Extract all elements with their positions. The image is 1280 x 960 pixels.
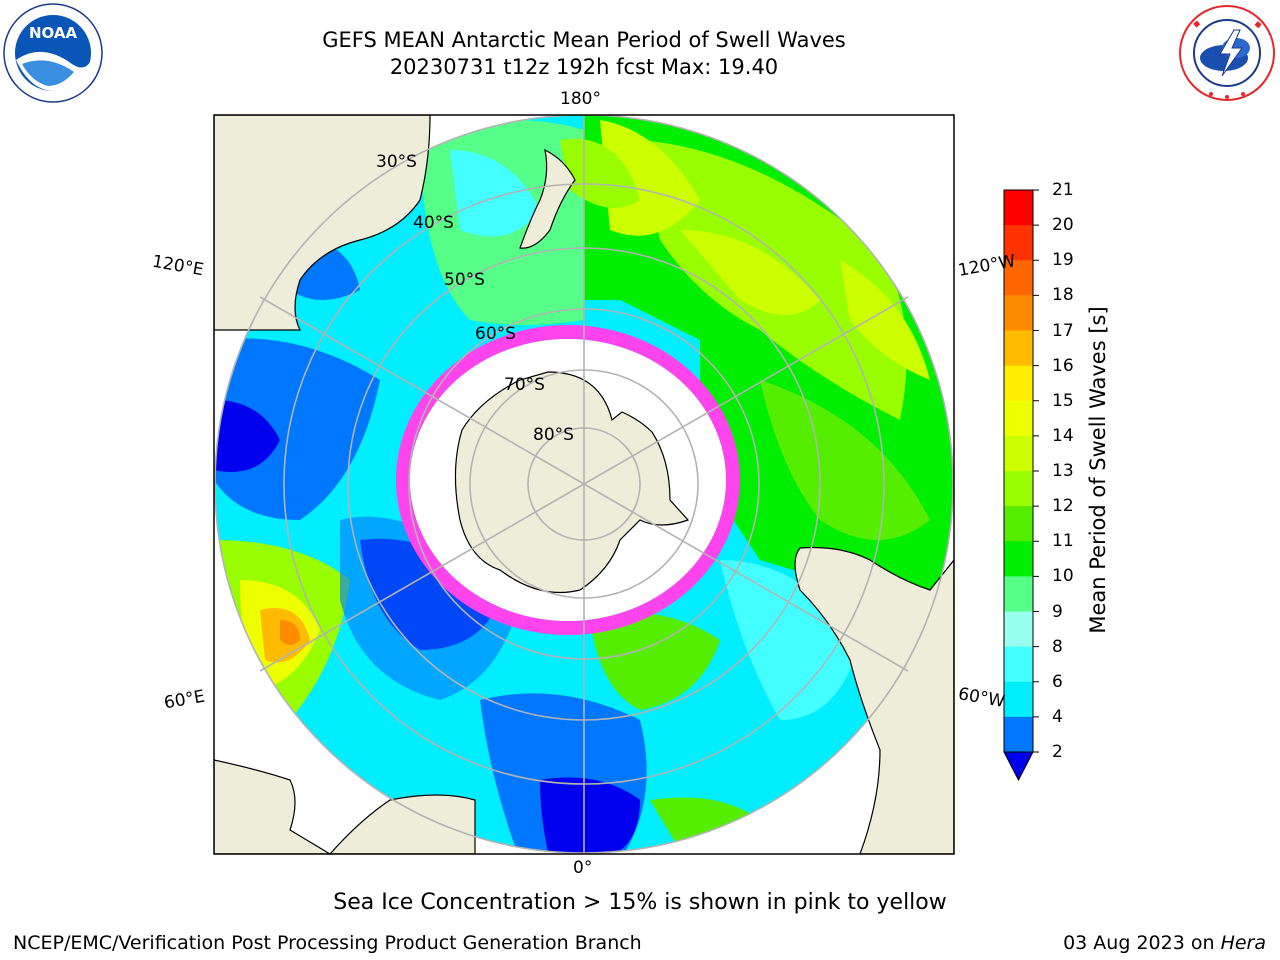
colorbar-band bbox=[1004, 435, 1033, 472]
colorbar bbox=[1003, 189, 1039, 782]
colorbar-band bbox=[1004, 646, 1033, 683]
title-line-1: GEFS MEAN Antarctic Mean Period of Swell… bbox=[322, 28, 846, 52]
sea-ice-note: Sea Ice Concentration > 15% is shown in … bbox=[333, 890, 947, 915]
colorbar-band bbox=[1004, 260, 1033, 296]
lat-label-70s: 70°S bbox=[504, 375, 545, 395]
colorbar-tick-label: 4 bbox=[1052, 706, 1063, 727]
noaa-logo: NOAA bbox=[3, 3, 103, 103]
lat-label-30s: 30°S bbox=[376, 152, 417, 172]
colorbar-tick-label: 16 bbox=[1052, 355, 1074, 376]
colorbar-tick-label: 21 bbox=[1052, 180, 1074, 200]
map-frame bbox=[213, 114, 955, 855]
colorbar-tick-label: 12 bbox=[1052, 496, 1074, 517]
colorbar-tick-label: 18 bbox=[1052, 285, 1074, 306]
colorbar-tick-label: 6 bbox=[1052, 671, 1063, 692]
footer-date-text: 03 Aug 2023 on bbox=[1063, 932, 1215, 954]
lat-label-50s: 50°S bbox=[444, 270, 485, 290]
title-line-2: 20230731 t12z 192h fcst Max: 19.40 bbox=[389, 55, 779, 79]
colorbar-band bbox=[1004, 576, 1033, 612]
africa-land-2 bbox=[329, 794, 476, 854]
colorbar-tick-label: 15 bbox=[1052, 390, 1074, 411]
colorbar-tick-label: 20 bbox=[1052, 215, 1074, 236]
lat-label-60s: 60°S bbox=[475, 324, 516, 344]
colorbar-tick-label: 9 bbox=[1052, 601, 1063, 622]
colorbar-band bbox=[1004, 716, 1033, 753]
colorbar-tick-label: 10 bbox=[1052, 566, 1074, 587]
colorbar-band bbox=[1004, 681, 1033, 718]
colorbar-band bbox=[1004, 611, 1033, 648]
colorbar-tick-label: 17 bbox=[1052, 320, 1074, 341]
colorbar-band bbox=[1004, 190, 1033, 226]
sea-ice-edge bbox=[396, 325, 740, 635]
colorbar-band bbox=[1004, 295, 1033, 331]
lat-label-40s: 40°S bbox=[413, 213, 454, 233]
colorbar-tick-label: 13 bbox=[1052, 461, 1074, 481]
colorbar-under-arrow bbox=[1003, 751, 1034, 782]
australia-land bbox=[214, 115, 431, 331]
colorbar-band bbox=[1004, 365, 1033, 402]
noaa-logo-text: NOAA bbox=[29, 24, 78, 42]
lon-label-0: 0° bbox=[573, 858, 593, 878]
new-zealand-land bbox=[519, 148, 576, 249]
footer-host: Hera bbox=[1220, 932, 1266, 954]
colorbar-band bbox=[1004, 330, 1033, 367]
south-america-land bbox=[794, 546, 954, 854]
colorbar-tick-label: 14 bbox=[1052, 425, 1074, 446]
colorbar-tick-label: 2 bbox=[1052, 742, 1063, 762]
colorbar-tick-label: 8 bbox=[1052, 636, 1063, 657]
lat-label-80s: 80°S bbox=[533, 425, 574, 445]
colorbar-band bbox=[1004, 400, 1033, 437]
graticule bbox=[214, 115, 954, 854]
nws-logo bbox=[1178, 4, 1276, 102]
africa-land bbox=[214, 759, 332, 854]
colorbar-band bbox=[1004, 506, 1033, 542]
colorbar-tick-label: 11 bbox=[1052, 531, 1074, 552]
colorbar-tick-label: 19 bbox=[1052, 250, 1074, 271]
footer-credit: NCEP/EMC/Verification Post Processing Pr… bbox=[13, 932, 642, 954]
colorbar-band bbox=[1004, 225, 1033, 261]
colorbar-band bbox=[1004, 541, 1033, 577]
footer-date: 03 Aug 2023 on Hera bbox=[1063, 932, 1266, 954]
lon-label-180: 180° bbox=[560, 89, 601, 109]
antarctica-land bbox=[454, 371, 690, 594]
colorbar-band bbox=[1004, 471, 1033, 507]
colorbar-label: Mean Period of Swell Waves [s] bbox=[1086, 306, 1110, 634]
